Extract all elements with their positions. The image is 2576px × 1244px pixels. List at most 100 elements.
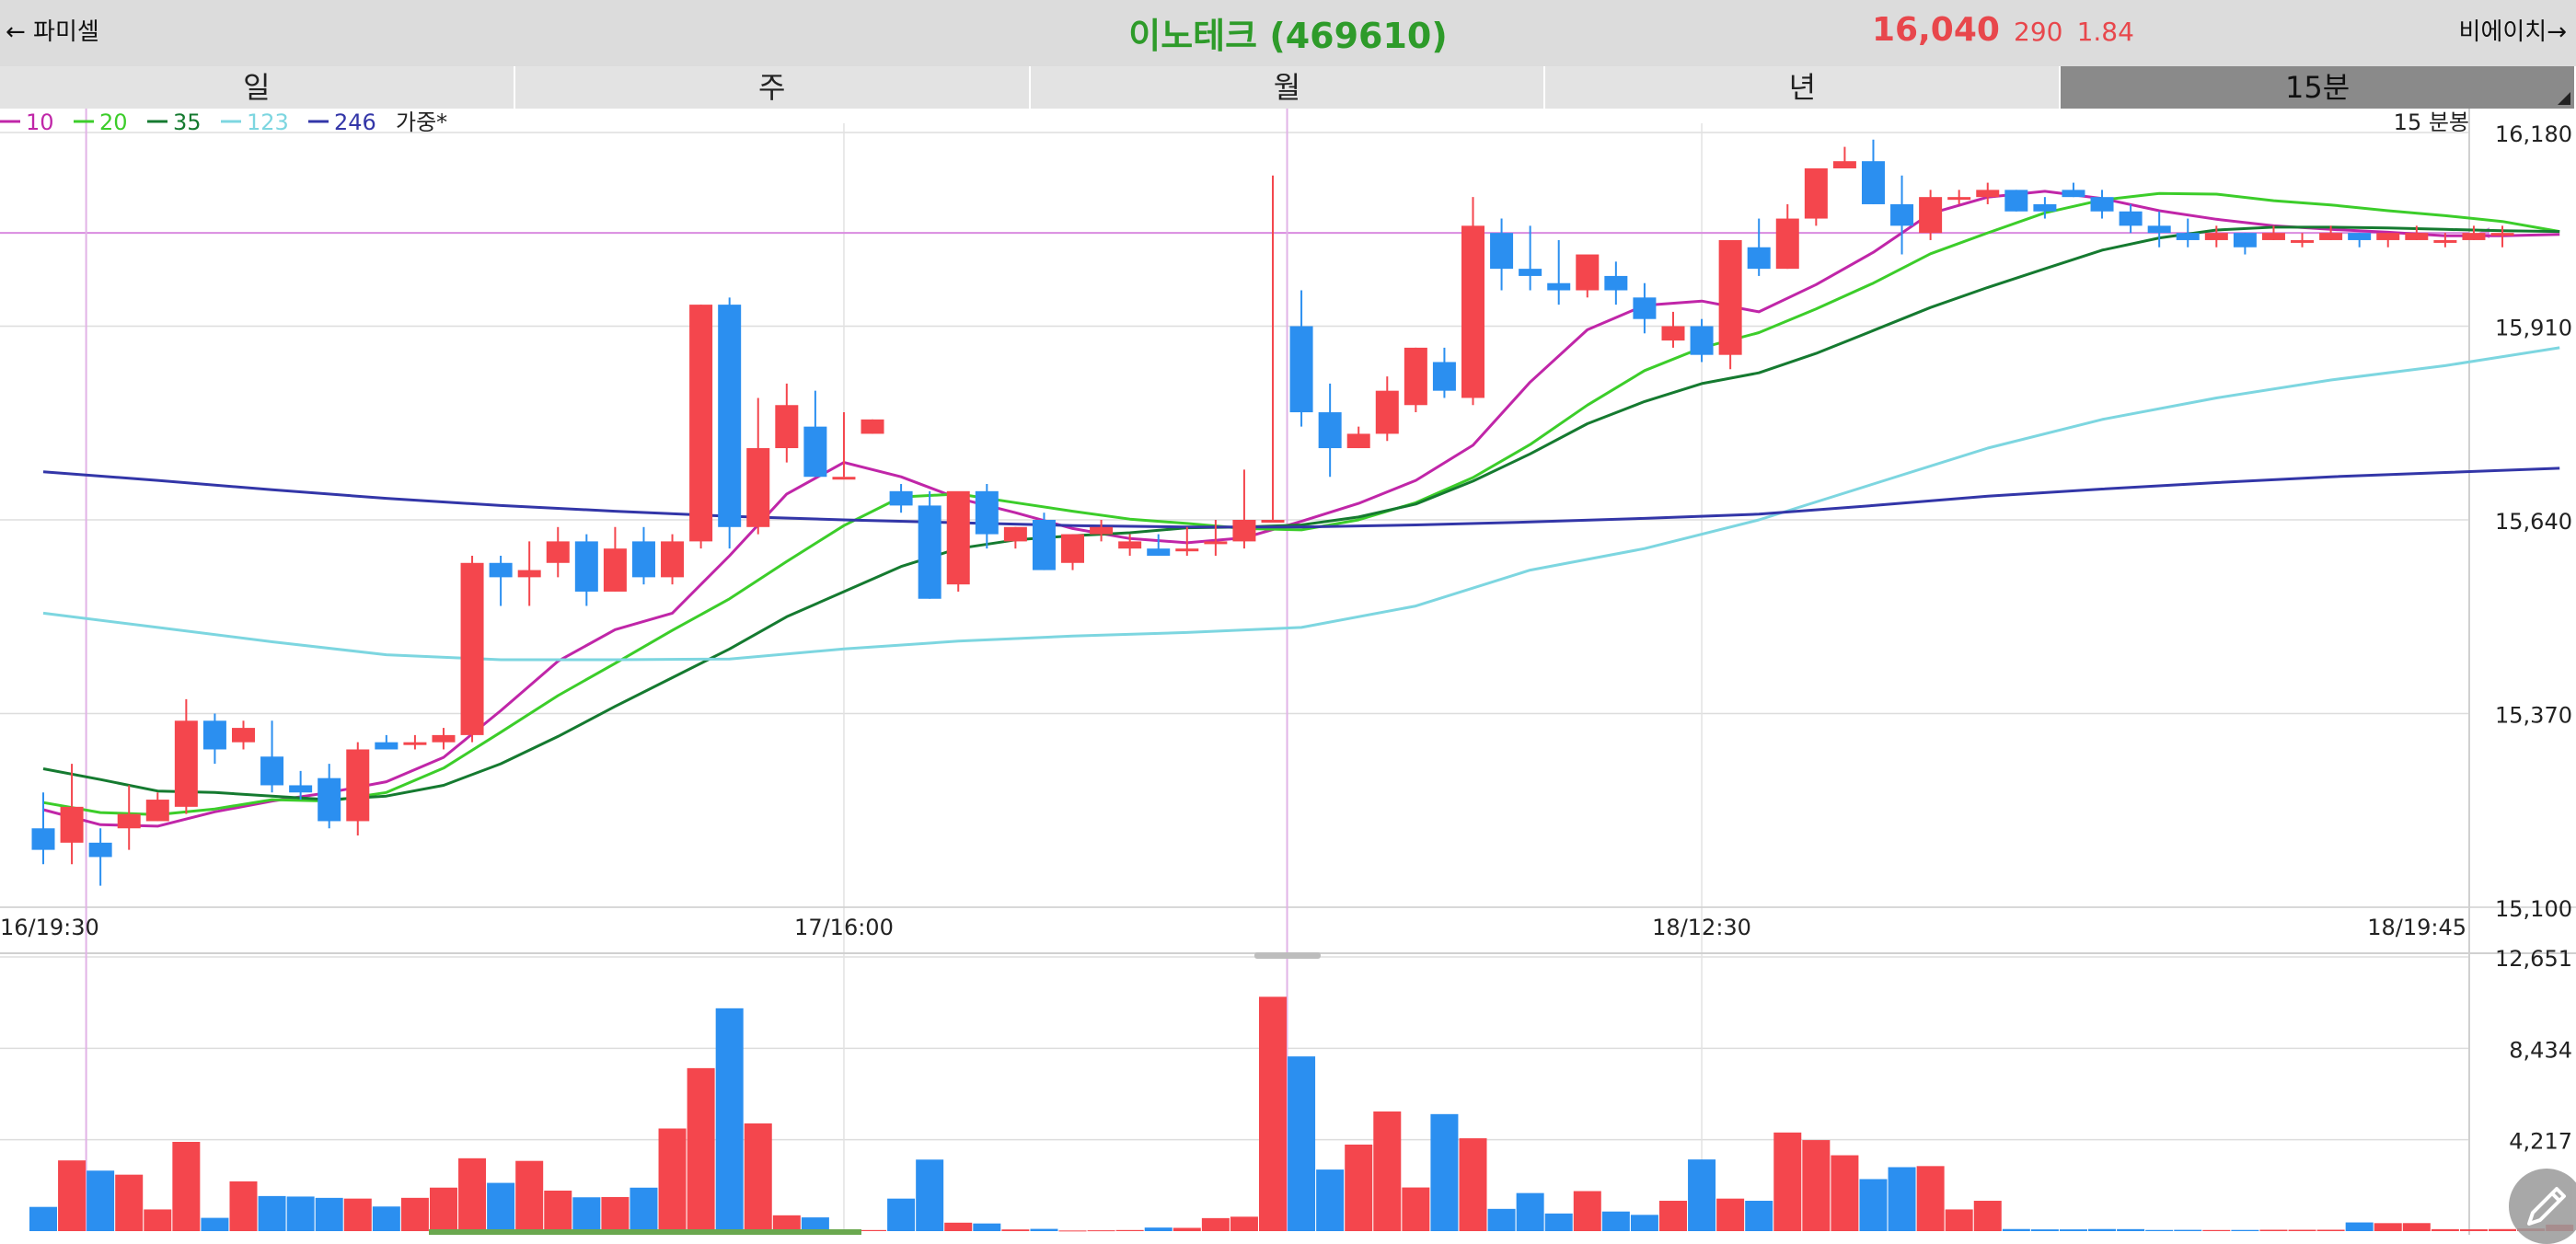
candle [1519, 225, 1542, 291]
price-tick-label: 15,640 [2495, 509, 2572, 535]
scroll-indicator[interactable] [429, 1229, 861, 1235]
candle-body [832, 477, 856, 480]
volume-bar [2231, 1229, 2259, 1231]
stock-title[interactable]: 이노테크 (469610) [1128, 16, 1448, 56]
candle [661, 534, 685, 585]
ma-line-246 [42, 466, 2560, 529]
volume-bar [1716, 1198, 1745, 1231]
candle-body [318, 778, 341, 822]
volume-bar [2202, 1229, 2231, 1231]
volume-bar [458, 1158, 487, 1231]
candle [1604, 261, 1628, 305]
candle [346, 742, 370, 836]
candle [1289, 290, 1313, 427]
current-price: 16,040 [1872, 11, 2000, 49]
candle [2147, 211, 2171, 248]
volume-bar [2345, 1222, 2374, 1231]
candle-body [1346, 433, 1370, 449]
candle-body [1690, 326, 1714, 355]
volume-bar [2288, 1229, 2316, 1231]
volume-bar [1115, 1229, 1144, 1231]
candle-body [1547, 282, 1571, 291]
candle [489, 555, 513, 606]
legend-item: 10 [0, 109, 54, 135]
volume-bar [286, 1196, 315, 1231]
volume-tick-label: 12,651 [2495, 946, 2572, 972]
volume-tick-label: 8,434 [2509, 1037, 2572, 1063]
candle-body [1090, 526, 1114, 535]
candle-body [1490, 233, 1514, 270]
candle [718, 297, 742, 549]
candle-body [1232, 520, 1256, 542]
tab-year[interactable]: 년 [1545, 66, 2062, 109]
candle-body [1919, 197, 1943, 234]
candle-body [1375, 390, 1399, 434]
candle [803, 390, 827, 478]
ma-legend: 10 20 35 123 246 가중* [0, 109, 447, 135]
edit-drawing-button[interactable] [2509, 1169, 2576, 1244]
tab-day[interactable]: 일 [0, 66, 515, 109]
candle-body [1175, 548, 1199, 552]
candle [2233, 233, 2257, 255]
volume-bar [1831, 1155, 1859, 1231]
next-stock-button[interactable]: 비에이치→ [2458, 18, 2567, 46]
volume-bar [372, 1206, 400, 1231]
candle [145, 792, 169, 822]
volume-bar [1259, 996, 1288, 1231]
candle [31, 792, 55, 865]
price-tick-label: 15,910 [2495, 316, 2572, 341]
legend-label: 123 [247, 109, 289, 135]
candle-body [689, 305, 713, 542]
candle-body [2433, 239, 2457, 243]
candle [2433, 233, 2457, 248]
volume-bar [2002, 1228, 2030, 1231]
volume-bar [2088, 1228, 2117, 1231]
volume-bar [658, 1128, 687, 1231]
tab-month[interactable]: 월 [1031, 66, 1546, 109]
volume-bar [2030, 1229, 2059, 1231]
candle [574, 534, 598, 606]
volume-bar [2259, 1229, 2288, 1231]
tab-week[interactable]: 주 [515, 66, 1031, 109]
volume-bar [1888, 1167, 1916, 1231]
volume-bar [1201, 1217, 1230, 1231]
ma-line-10 [42, 190, 2560, 828]
candle [1832, 146, 1856, 168]
candle-body [289, 785, 313, 793]
candle [260, 720, 284, 793]
price-tick-label: 15,370 [2495, 703, 2572, 729]
time-tick-label: 16/19:30 [0, 915, 99, 940]
volume-bar [258, 1195, 286, 1231]
pane-resize-handle[interactable] [1254, 952, 1321, 959]
candle-body [1661, 326, 1685, 341]
volume-bar [515, 1160, 544, 1231]
candle [117, 785, 141, 850]
candle-body [861, 419, 884, 434]
candle-body [375, 742, 399, 750]
volume-bar [544, 1190, 572, 1231]
volume-bar [1144, 1227, 1172, 1231]
candle [1232, 469, 1256, 549]
volume-bar [2059, 1229, 2087, 1231]
candle [2204, 225, 2228, 248]
legend-item: 123 [221, 109, 289, 135]
candle-body [1832, 161, 1856, 168]
volume-bar [87, 1170, 115, 1231]
volume-bar [1516, 1192, 1544, 1231]
volume-bar [1688, 1159, 1716, 1231]
candle-body [746, 448, 770, 527]
tab-15min[interactable]: 15분 [2061, 66, 2576, 109]
volume-bar [1345, 1144, 1373, 1231]
volume-bar [1001, 1229, 1030, 1231]
volume-bar [400, 1197, 429, 1231]
candle-body [1118, 541, 1142, 549]
candle [1661, 311, 1685, 348]
time-tick-label: 17/16:00 [794, 915, 894, 940]
volume-bar [859, 1229, 887, 1231]
volume-bar [1288, 1056, 1316, 1231]
volume-bar [715, 1008, 744, 1231]
prev-stock-button[interactable]: ← 파미셀 [6, 18, 99, 46]
candle-body [889, 490, 913, 506]
candle [2291, 233, 2315, 248]
